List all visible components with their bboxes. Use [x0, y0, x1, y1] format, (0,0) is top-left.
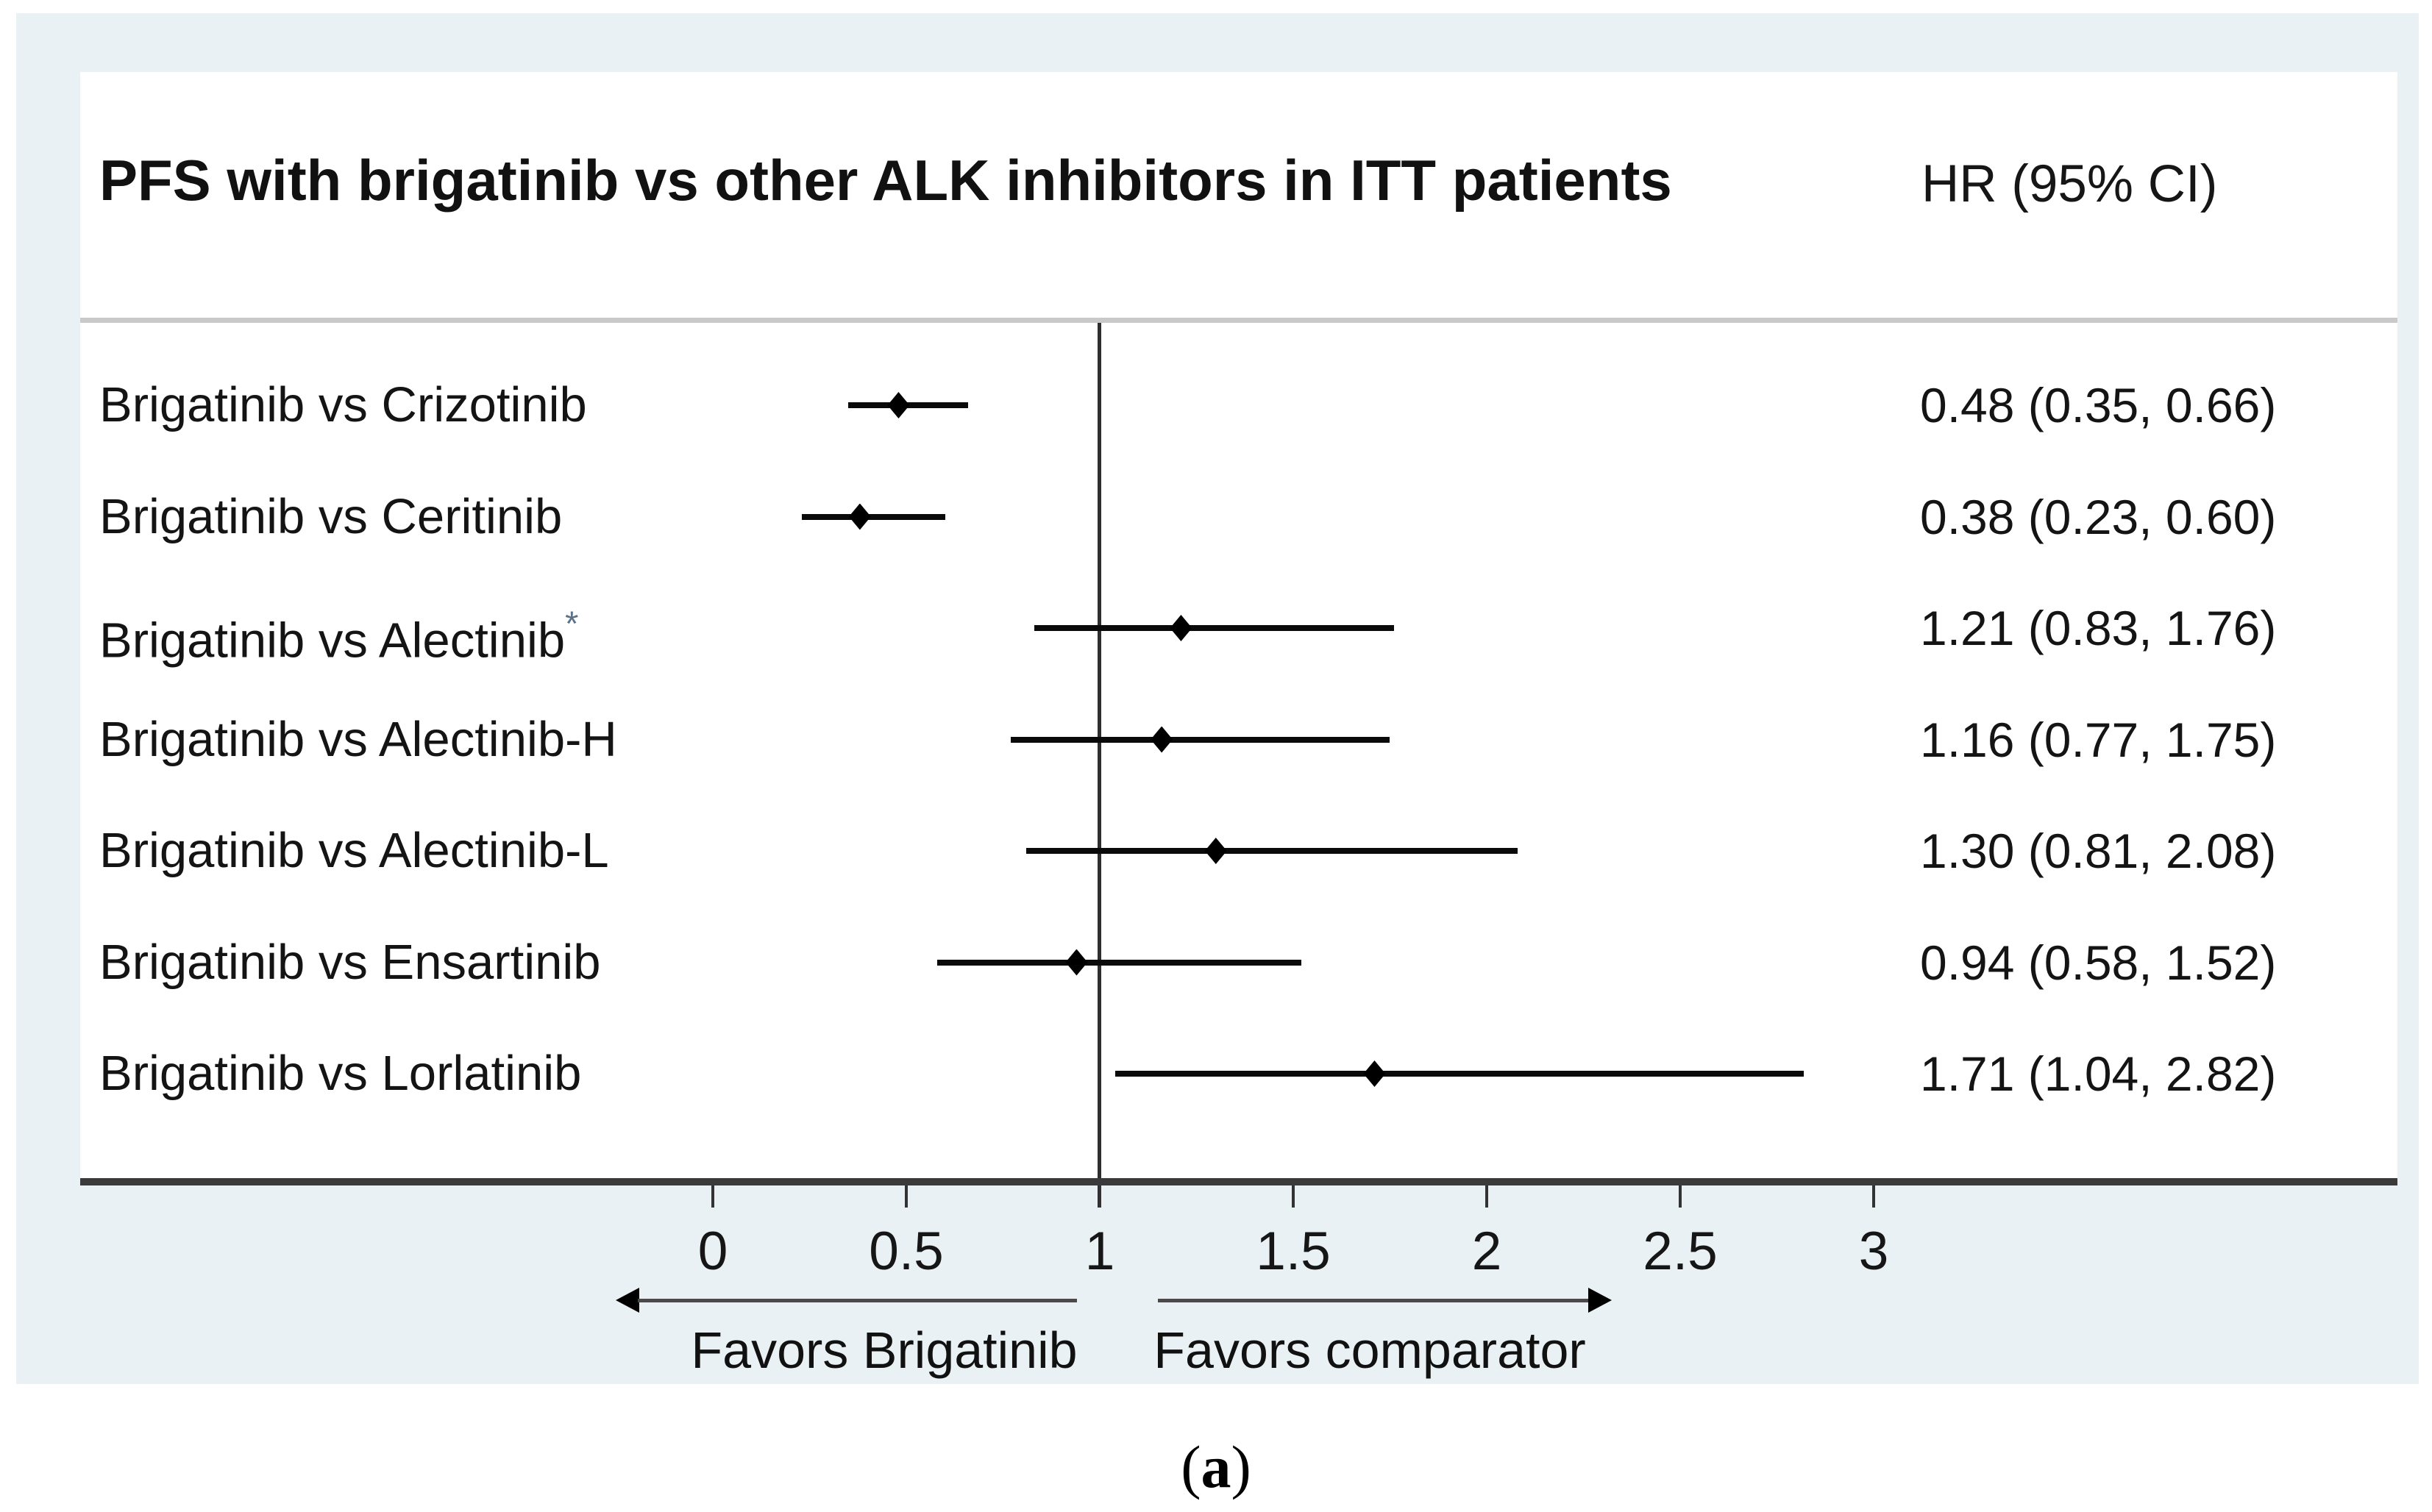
caption-letter: a — [1201, 1433, 1231, 1500]
confidence-interval-line — [937, 959, 1301, 966]
hr-ci-value: 1.30 (0.81, 2.08) — [1920, 824, 2277, 878]
x-axis-tick-mark — [1098, 1185, 1101, 1208]
x-axis-tick-mark — [711, 1185, 714, 1208]
favors-brigatinib-arrowhead-icon — [616, 1288, 639, 1313]
x-axis-tick-mark — [1485, 1185, 1488, 1208]
confidence-interval-line — [1026, 848, 1518, 854]
comparison-label: Brigatinib vs Alectinib-L — [99, 823, 609, 878]
reference-line-hr1 — [1098, 323, 1101, 1208]
x-axis-tick-label: 3 — [1858, 1222, 1889, 1281]
asterisk-marker: * — [565, 605, 579, 643]
comparison-label: Brigatinib vs Alectinib-H — [99, 711, 617, 767]
hr-ci-value: 1.71 (1.04, 2.82) — [1920, 1046, 2277, 1101]
x-axis-tick-mark — [1292, 1185, 1295, 1208]
hr-ci-value: 0.94 (0.58, 1.52) — [1920, 935, 2277, 990]
favors-comparator-arrow-shaft — [1158, 1299, 1588, 1302]
favors-brigatinib-label: Favors Brigatinib — [691, 1322, 1078, 1379]
comparison-label: Brigatinib vs Crizotinib — [99, 377, 587, 432]
comparison-label: Brigatinib vs Ceritinib — [99, 488, 563, 544]
x-axis-tick-mark — [905, 1185, 908, 1208]
confidence-interval-line — [1034, 625, 1394, 631]
x-axis-tick-mark — [1679, 1185, 1682, 1208]
x-axis-tick-label: 0 — [697, 1222, 728, 1281]
subfigure-caption: (a) — [1181, 1433, 1251, 1502]
x-axis-tick-label: 0.5 — [869, 1222, 944, 1281]
confidence-interval-line — [1115, 1071, 1805, 1077]
hr-ci-value: 1.21 (0.83, 1.76) — [1920, 601, 2277, 655]
hr-ci-value: 0.48 (0.35, 0.66) — [1920, 378, 2277, 432]
confidence-interval-line — [1011, 736, 1390, 743]
caption-close-paren: ) — [1231, 1433, 1251, 1500]
favors-comparator-arrowhead-icon — [1588, 1288, 1612, 1313]
x-axis-line — [80, 1178, 2397, 1185]
x-axis-tick-label: 2 — [1471, 1222, 1502, 1281]
favors-comparator-label: Favors comparator — [1153, 1322, 1586, 1379]
comparison-label: Brigatinib vs Lorlatinib — [99, 1046, 582, 1101]
hr-ci-value: 0.38 (0.23, 0.60) — [1920, 489, 2277, 544]
x-axis-tick-mark — [1872, 1185, 1875, 1208]
caption-open-paren: ( — [1181, 1433, 1201, 1500]
panel-background: PFS with brigatinib vs other ALK inhibit… — [16, 13, 2419, 1384]
x-axis-tick-label: 1.5 — [1256, 1222, 1331, 1281]
comparison-label: Brigatinib vs Alectinib* — [99, 605, 579, 668]
hr-column-header: HR (95% CI) — [1921, 155, 2218, 213]
header-separator-line — [80, 318, 2397, 323]
confidence-interval-line — [801, 513, 945, 520]
favors-brigatinib-arrow-shaft — [638, 1299, 1077, 1302]
hr-ci-value: 1.16 (0.77, 1.75) — [1920, 712, 2277, 767]
x-axis-tick-label: 1 — [1084, 1222, 1115, 1281]
comparison-label: Brigatinib vs Ensartinib — [99, 934, 601, 990]
x-axis-tick-label: 2.5 — [1643, 1222, 1718, 1281]
chart-title: PFS with brigatinib vs other ALK inhibit… — [99, 148, 1672, 213]
